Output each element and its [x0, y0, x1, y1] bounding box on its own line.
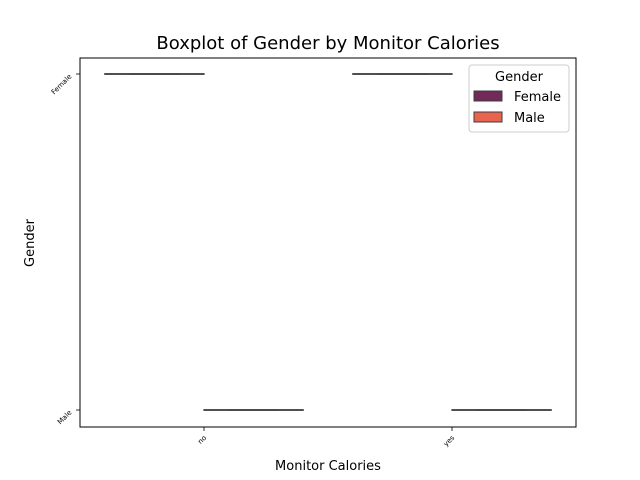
legend-swatch — [473, 111, 503, 123]
chart-title: Boxplot of Gender by Monitor Calories — [156, 33, 499, 54]
y-axis: Female Male — [50, 73, 80, 426]
y-tick-label-male: Male — [56, 409, 73, 426]
legend: Gender Female Male — [468, 64, 570, 133]
legend-swatch — [473, 90, 503, 102]
box-female-yes — [352, 73, 453, 75]
x-tick-label-no: no — [196, 434, 208, 446]
plot-area — [79, 57, 577, 428]
legend-label: Male — [514, 111, 545, 126]
y-axis-label: Gender — [23, 218, 38, 267]
boxes — [104, 73, 552, 411]
y-tick-label-female: Female — [50, 73, 74, 97]
box-female-no — [104, 73, 205, 75]
x-tick-label-yes: yes — [442, 434, 456, 448]
box-male-no — [203, 409, 304, 411]
box-male-yes — [451, 409, 552, 411]
legend-entry-male: Male — [473, 111, 545, 126]
x-axis-label: Monitor Calories — [275, 459, 381, 474]
legend-title: Gender — [495, 70, 544, 85]
x-axis: no yes — [196, 427, 456, 448]
legend-label: Female — [514, 90, 561, 105]
legend-entry-female: Female — [473, 90, 561, 105]
